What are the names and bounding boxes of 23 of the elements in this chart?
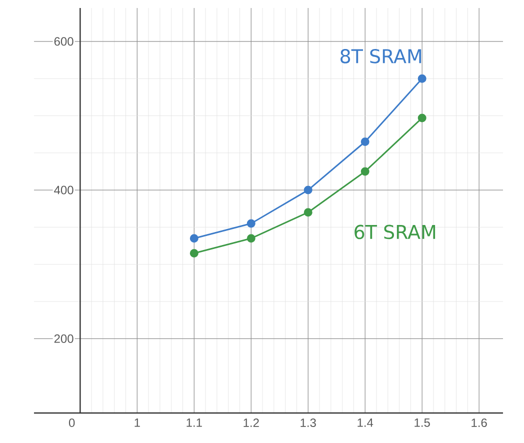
- x-tick-label: 1: [134, 418, 140, 427]
- point: [246, 219, 256, 228]
- x-tick-label: 0: [68, 418, 75, 428]
- point: [418, 74, 426, 83]
- x-tick-label: 1.1: [186, 418, 202, 427]
- point: [360, 138, 370, 146]
- x-tick-label: 1.3: [300, 418, 316, 428]
- point: [418, 114, 426, 122]
- point: [304, 208, 312, 217]
- x-tick-label: 1.6: [472, 418, 487, 428]
- point: [360, 167, 370, 176]
- series-label: 6T SRAM: [354, 224, 436, 240]
- x-tick-label: 1.4: [358, 418, 374, 427]
- x-tick-label: 1.5: [414, 418, 430, 427]
- y-tick-label: 400: [54, 186, 74, 194]
- x-tick-label: 1.2: [244, 418, 259, 427]
- point: [304, 186, 312, 194]
- series-label: 8T SRAM: [340, 49, 422, 64]
- point: [190, 234, 198, 243]
- point: [190, 248, 198, 258]
- y-tick-label: 600: [54, 37, 74, 46]
- point: [246, 234, 256, 243]
- y-tick-label: 200: [54, 334, 74, 343]
